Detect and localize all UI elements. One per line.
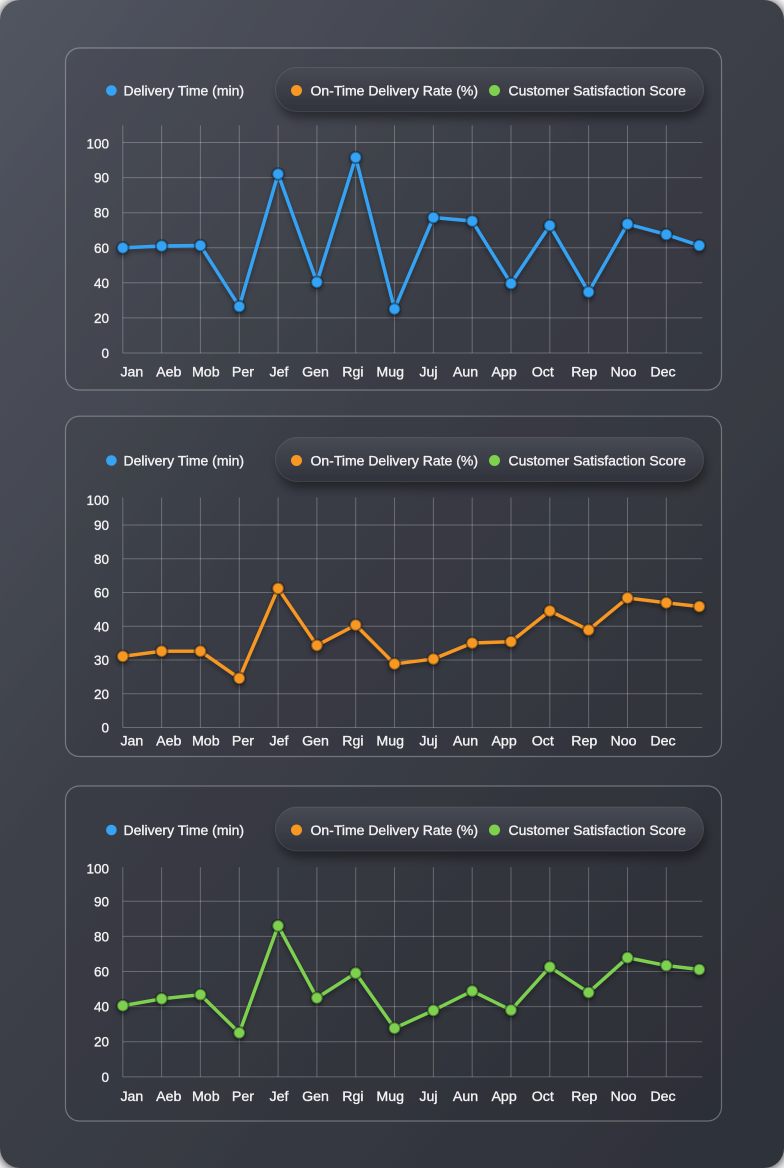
svg-text:Rep: Rep — [571, 733, 597, 749]
svg-text:Noo: Noo — [610, 1089, 636, 1105]
svg-text:Mug: Mug — [376, 365, 404, 381]
svg-text:20: 20 — [94, 1035, 109, 1050]
svg-text:Rep: Rep — [571, 365, 597, 381]
svg-text:Oct: Oct — [532, 365, 554, 381]
svg-text:Per: Per — [232, 1089, 254, 1105]
svg-text:Delivery Time (min): Delivery Time (min) — [124, 83, 245, 99]
svg-text:80: 80 — [94, 929, 109, 944]
svg-text:Dec: Dec — [650, 1089, 675, 1105]
svg-text:Rgi: Rgi — [342, 365, 363, 381]
svg-text:100: 100 — [86, 137, 109, 152]
svg-text:Aeb: Aeb — [156, 733, 181, 749]
svg-text:Aun: Aun — [453, 733, 478, 749]
svg-text:Aeb: Aeb — [156, 1089, 181, 1105]
svg-text:Jan: Jan — [120, 733, 143, 749]
svg-text:Delivery Time (min): Delivery Time (min) — [124, 453, 245, 469]
svg-text:Oct: Oct — [532, 1089, 554, 1105]
svg-text:Mob: Mob — [192, 365, 220, 381]
svg-text:Rgi: Rgi — [342, 1089, 363, 1105]
svg-text:Aun: Aun — [453, 365, 478, 381]
svg-text:Jan: Jan — [120, 1089, 143, 1105]
svg-text:80: 80 — [94, 552, 109, 567]
svg-text:0: 0 — [101, 1070, 109, 1085]
svg-text:Jan: Jan — [120, 365, 143, 381]
svg-text:60: 60 — [94, 241, 109, 256]
svg-text:Mug: Mug — [376, 733, 404, 749]
svg-text:Jef: Jef — [270, 365, 289, 381]
svg-text:Juj: Juj — [419, 1089, 437, 1105]
svg-text:60: 60 — [94, 965, 109, 980]
svg-text:0: 0 — [101, 721, 109, 736]
svg-text:Dec: Dec — [650, 365, 675, 381]
svg-text:0: 0 — [101, 346, 109, 361]
svg-text:On-Time Delivery Rate (%): On-Time Delivery Rate (%) — [311, 822, 479, 838]
svg-text:Per: Per — [232, 365, 254, 381]
svg-text:Mob: Mob — [192, 733, 220, 749]
svg-text:Customer Satisfaction Score: Customer Satisfaction Score — [509, 83, 687, 99]
svg-text:Mob: Mob — [192, 1089, 220, 1105]
svg-text:App: App — [491, 365, 516, 381]
svg-text:Jef: Jef — [270, 1089, 289, 1105]
svg-text:30: 30 — [94, 653, 109, 668]
svg-text:90: 90 — [94, 518, 109, 533]
svg-text:Mug: Mug — [376, 1089, 404, 1105]
svg-text:Oct: Oct — [532, 733, 554, 749]
svg-text:40: 40 — [94, 619, 109, 634]
svg-text:Juj: Juj — [419, 365, 437, 381]
svg-text:60: 60 — [94, 586, 109, 601]
svg-text:Customer Satisfaction Score: Customer Satisfaction Score — [509, 822, 687, 838]
svg-text:App: App — [491, 733, 516, 749]
svg-text:Per: Per — [232, 733, 254, 749]
svg-text:40: 40 — [94, 276, 109, 291]
svg-text:Rep: Rep — [571, 1089, 597, 1105]
svg-text:On-Time Delivery Rate (%): On-Time Delivery Rate (%) — [311, 453, 479, 469]
svg-text:Customer Satisfaction Score: Customer Satisfaction Score — [509, 453, 687, 469]
svg-text:80: 80 — [94, 206, 109, 221]
svg-text:Rgi: Rgi — [342, 733, 363, 749]
svg-text:Noo: Noo — [610, 365, 636, 381]
svg-text:Jef: Jef — [270, 733, 289, 749]
svg-text:Aun: Aun — [453, 1089, 478, 1105]
svg-text:On-Time Delivery Rate (%): On-Time Delivery Rate (%) — [311, 83, 479, 99]
svg-text:Juj: Juj — [419, 733, 437, 749]
svg-text:90: 90 — [94, 171, 109, 186]
svg-text:20: 20 — [94, 687, 109, 702]
svg-text:90: 90 — [94, 894, 109, 909]
svg-text:App: App — [491, 1089, 516, 1105]
svg-text:Gen: Gen — [302, 733, 329, 749]
svg-text:20: 20 — [94, 311, 109, 326]
svg-text:Dec: Dec — [650, 733, 675, 749]
svg-text:Gen: Gen — [302, 365, 329, 381]
svg-text:Gen: Gen — [302, 1089, 329, 1105]
svg-text:Aeb: Aeb — [156, 365, 181, 381]
svg-text:100: 100 — [86, 861, 109, 876]
svg-text:Noo: Noo — [610, 733, 636, 749]
svg-text:100: 100 — [86, 493, 109, 508]
svg-text:40: 40 — [94, 1000, 109, 1015]
svg-text:Delivery Time (min): Delivery Time (min) — [124, 822, 245, 838]
